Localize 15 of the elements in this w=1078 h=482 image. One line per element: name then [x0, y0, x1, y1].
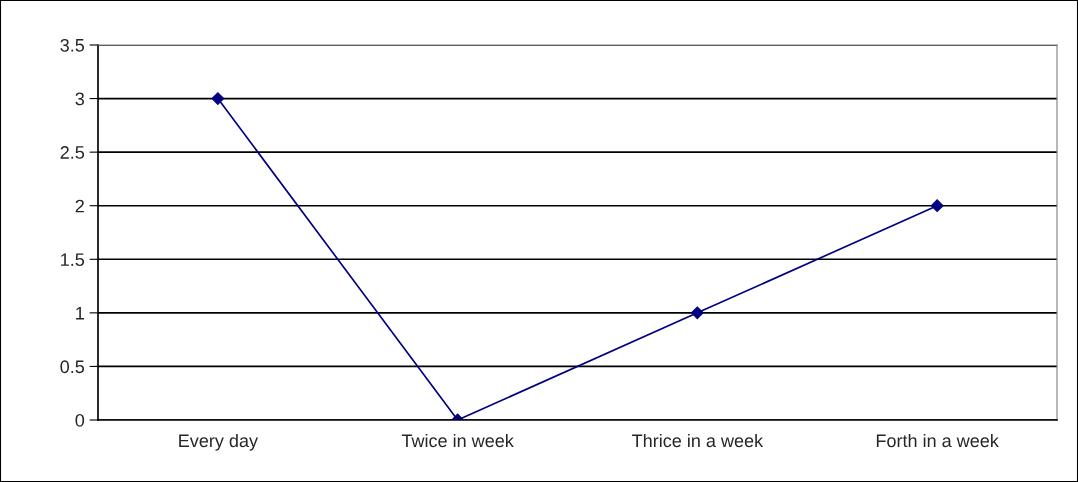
y-tick-label: 1.5 — [61, 253, 85, 267]
y-tick-label: 2.5 — [60, 146, 85, 159]
y-tick-label: 1 — [76, 306, 84, 320]
x-tick-label: Twice in week — [401, 433, 514, 448]
y-tick-label: 2 — [75, 199, 84, 213]
y-tick-label: 0.5 — [60, 360, 85, 374]
y-tick-label: 3 — [75, 92, 85, 106]
x-tick-label: Every day — [179, 433, 258, 451]
point — [690, 306, 704, 320]
point — [930, 199, 944, 213]
y-tick-label: 3.5 — [60, 38, 85, 52]
x-tick-label: Thrice in a week — [632, 433, 764, 448]
x-tick-label: Forth in a week — [876, 433, 999, 448]
point — [211, 92, 225, 105]
y-tick-label: 0 — [75, 413, 85, 427]
